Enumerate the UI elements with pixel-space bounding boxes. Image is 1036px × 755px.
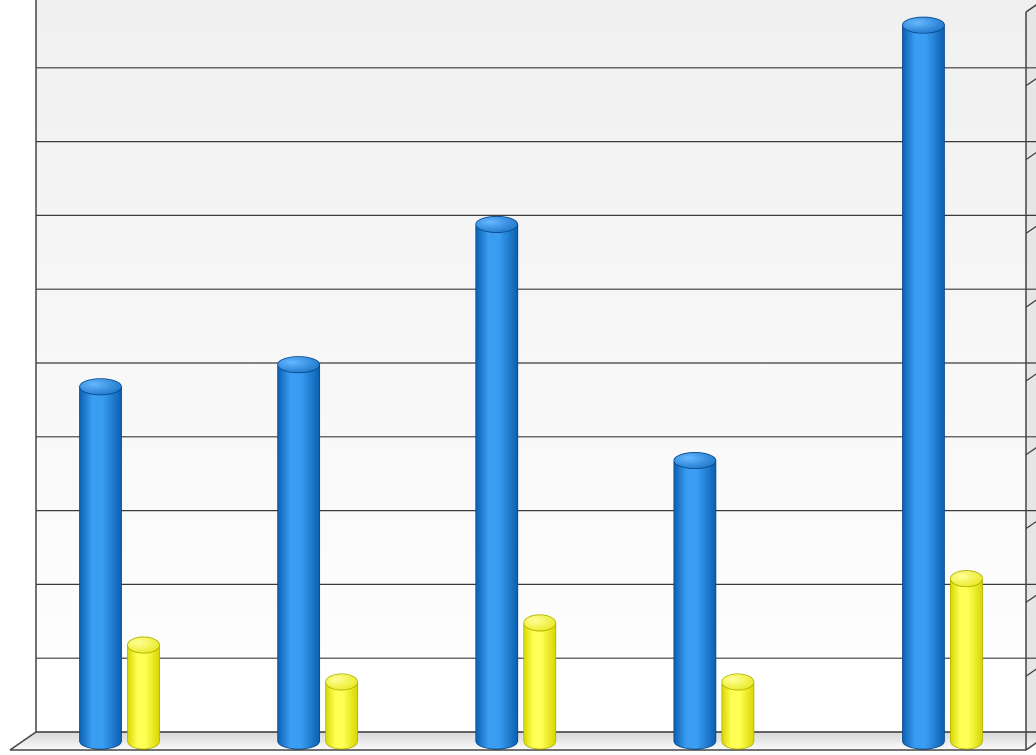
chart-3d-cylinder <box>0 0 1036 755</box>
chart-svg <box>0 0 1036 755</box>
